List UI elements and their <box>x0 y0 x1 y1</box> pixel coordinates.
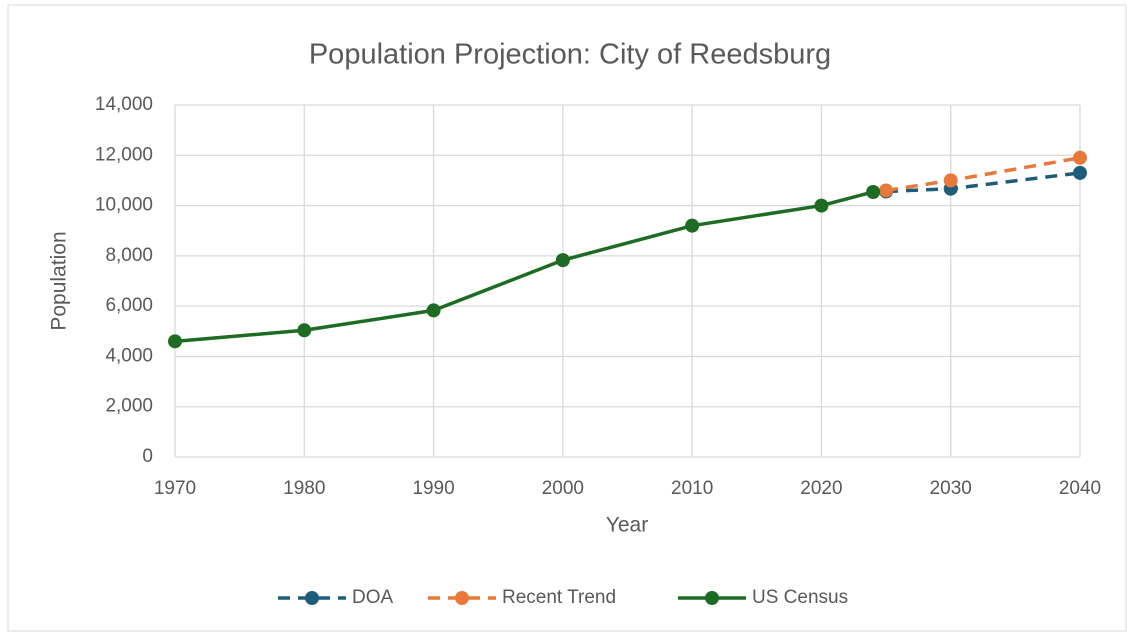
point <box>426 303 441 318</box>
y-tick-label: 2,000 <box>105 396 153 417</box>
x-tick-label: 2010 <box>671 478 713 499</box>
y-tick-label: 0 <box>142 446 153 467</box>
legend-label: Recent Trend <box>502 587 616 608</box>
point <box>168 334 182 349</box>
chart-title: Population Projection: City of Reedsburg <box>309 39 831 71</box>
point <box>1073 150 1087 165</box>
legend-marker <box>305 591 319 605</box>
point <box>866 184 881 199</box>
y-tick-label: 6,000 <box>105 295 153 316</box>
x-tick-label: 2020 <box>800 478 842 499</box>
chart-frame <box>7 4 1127 632</box>
y-tick-label: 12,000 <box>95 144 153 165</box>
legend-label: DOA <box>352 587 394 608</box>
point <box>943 173 958 188</box>
point <box>555 253 570 268</box>
point <box>297 323 312 338</box>
x-tick-label: 1980 <box>283 478 325 499</box>
x-axis-title: Year <box>606 514 648 537</box>
point <box>1073 165 1087 180</box>
x-tick-label: 1990 <box>412 478 454 499</box>
x-tick-label: 1970 <box>154 478 196 499</box>
y-axis-title: Population <box>48 231 71 330</box>
x-tick-label: 2030 <box>930 478 972 499</box>
point <box>814 198 829 213</box>
y-tick-label: 4,000 <box>105 345 153 366</box>
x-tick-label: 2040 <box>1059 478 1101 499</box>
point <box>685 218 700 233</box>
legend-marker <box>455 591 469 605</box>
y-tick-label: 8,000 <box>105 245 153 266</box>
legend-marker <box>705 591 719 605</box>
x-tick-label: 2000 <box>542 478 584 499</box>
legend-label: US Census <box>752 587 848 608</box>
point <box>879 183 894 198</box>
y-tick-label: 14,000 <box>95 94 153 115</box>
y-tick-label: 10,000 <box>95 195 153 216</box>
